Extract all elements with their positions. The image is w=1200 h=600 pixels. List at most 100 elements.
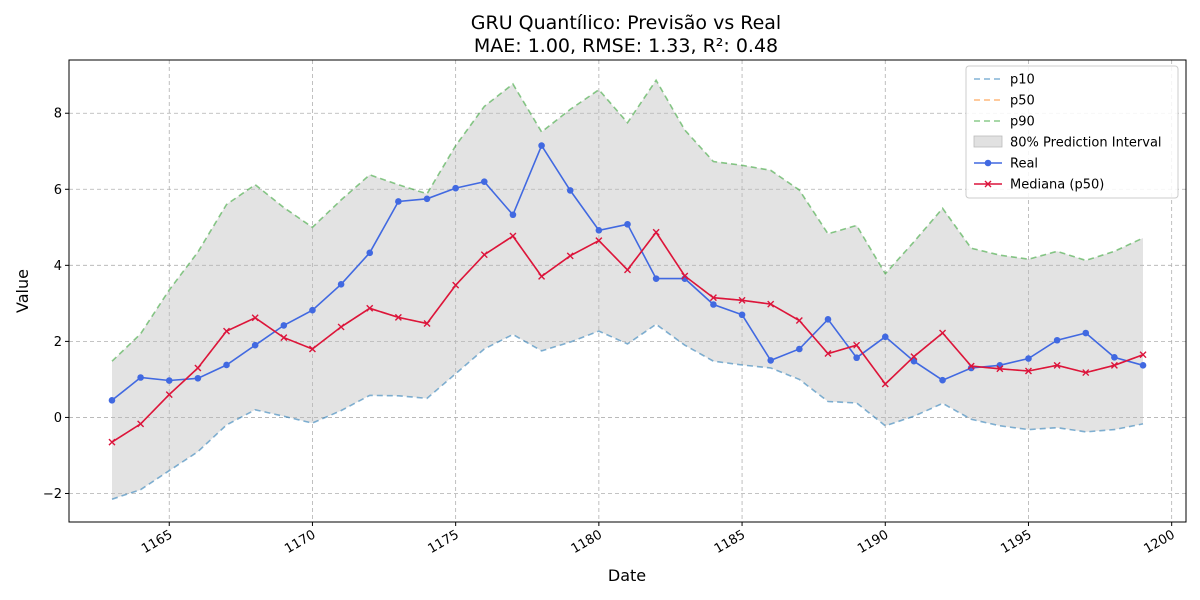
point-real: [165, 377, 173, 384]
point-real: [767, 357, 775, 364]
point-mediana-p50: [423, 320, 431, 328]
point-real: [1053, 336, 1061, 344]
point-real: [939, 376, 946, 384]
legend-marker: [984, 180, 992, 188]
point-real: [280, 322, 288, 329]
point-mediana-p50: [1139, 351, 1147, 359]
point-real: [738, 311, 746, 319]
point-real: [624, 220, 631, 228]
prediction-interval-area: [112, 80, 1143, 500]
x-tick-label: 1195: [998, 527, 1034, 557]
point-real: [1111, 354, 1118, 361]
point-real: [137, 374, 144, 381]
prediction-band: [112, 80, 1143, 500]
point-mediana-p50: [996, 365, 1004, 373]
point-real: [1025, 355, 1032, 362]
legend-label: Real: [1010, 157, 1038, 172]
point-mediana-p50: [480, 251, 488, 259]
point-mediana-p50: [738, 296, 746, 304]
point-real: [881, 333, 889, 341]
point-real: [108, 397, 116, 404]
point-mediana-p50: [452, 281, 460, 289]
point-mediana-p50: [910, 353, 918, 361]
point-mediana-p50: [337, 323, 345, 331]
legend-label: p50: [1010, 94, 1035, 109]
point-mediana-p50: [251, 314, 259, 322]
point-real: [796, 345, 803, 353]
legend-box: [965, 65, 1179, 199]
point-mediana-p50: [881, 380, 889, 388]
point-mediana-p50: [280, 334, 288, 342]
chart-subtitle: MAE: 1.00, RMSE: 1.33, R²: 0.48: [474, 35, 778, 57]
point-mediana-p50: [394, 313, 402, 321]
point-mediana-p50: [624, 266, 631, 274]
point-real: [309, 306, 316, 314]
point-real: [538, 142, 545, 149]
x-tick-label: 1165: [139, 527, 175, 557]
y-tick-label: −2: [43, 487, 62, 502]
x-tick-label: 1190: [855, 527, 891, 557]
y-tick-label: 8: [54, 107, 62, 122]
point-real: [194, 374, 202, 382]
x-tick-label: 1200: [1142, 527, 1178, 557]
legend-label: p90: [1010, 115, 1035, 130]
y-tick-label: 2: [54, 335, 62, 350]
point-real: [710, 301, 717, 308]
x-axis-label: Date: [608, 566, 646, 585]
point-mediana-p50: [137, 420, 145, 428]
point-mediana-p50: [1110, 361, 1118, 369]
legend-swatch-band: [973, 135, 1003, 148]
point-real: [652, 275, 660, 282]
point-mediana-p50: [824, 350, 832, 358]
legend-label: p10: [1010, 73, 1035, 88]
point-mediana-p50: [165, 391, 173, 399]
point-mediana-p50: [967, 362, 975, 370]
legend-marker: [984, 159, 992, 167]
point-mediana-p50: [566, 252, 574, 260]
point-real: [1139, 362, 1147, 369]
point-real: [853, 354, 860, 362]
point-mediana-p50: [595, 237, 603, 245]
point-mediana-p50: [509, 232, 517, 240]
point-mediana-p50: [681, 272, 689, 280]
point-mediana-p50: [223, 327, 231, 335]
point-mediana-p50: [538, 272, 546, 280]
series-lines: [108, 78, 1147, 500]
point-real: [366, 249, 374, 257]
x-tick-label: 1175: [425, 527, 461, 557]
point-mediana-p50: [709, 294, 717, 302]
point-real: [223, 361, 230, 369]
point-mediana-p50: [853, 341, 861, 349]
point-real: [509, 211, 517, 219]
x-tick-label: 1180: [569, 527, 605, 557]
x-tick-label: 1170: [282, 527, 318, 557]
point-mediana-p50: [1024, 367, 1032, 375]
point-real: [1082, 329, 1090, 337]
point-real: [910, 357, 918, 365]
point-mediana-p50: [939, 329, 947, 337]
point-real: [480, 178, 488, 185]
point-real: [395, 198, 402, 205]
point-real: [423, 195, 431, 203]
point-real: [337, 281, 345, 288]
point-mediana-p50: [795, 316, 803, 324]
point-real: [566, 187, 574, 194]
chart-title: GRU Quantílico: Previsão vs Real: [471, 12, 781, 34]
point-mediana-p50: [767, 300, 775, 308]
point-mediana-p50: [108, 438, 116, 446]
point-mediana-p50: [366, 304, 374, 312]
point-mediana-p50: [308, 345, 316, 353]
y-tick-label: 0: [54, 411, 62, 426]
series-line-p10: [111, 323, 1144, 500]
point-mediana-p50: [652, 228, 660, 236]
point-real: [452, 184, 459, 192]
point-mediana-p50: [194, 364, 202, 372]
legend: p10 p50 p90 80% Prediction Interval Real Medi…: [965, 65, 1179, 199]
y-tick-label: 4: [54, 259, 62, 274]
legend-label: 80% Prediction Interval: [1010, 136, 1162, 151]
point-mediana-p50: [1082, 369, 1090, 377]
point-mediana-p50: [1053, 361, 1061, 369]
point-real: [595, 227, 603, 234]
